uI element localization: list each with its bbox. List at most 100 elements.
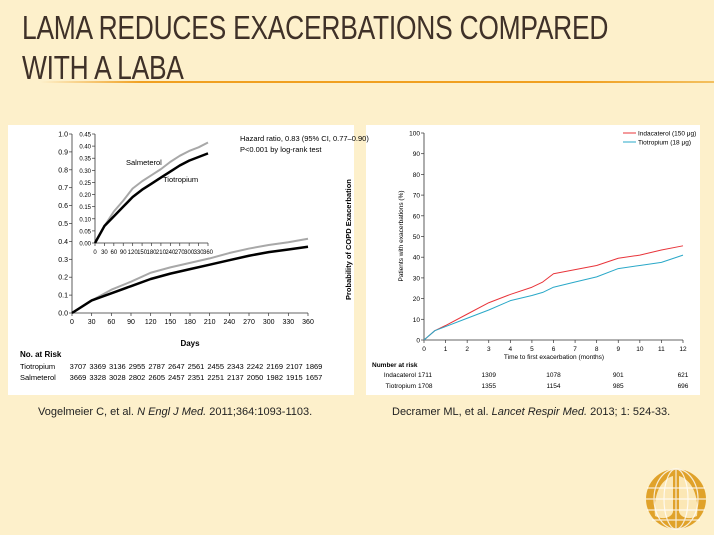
legend-label: Indacaterol (150 μg)	[638, 131, 696, 138]
left-y-tick-label: 0.2	[58, 275, 68, 282]
right-y-tick-label: 20	[413, 296, 421, 303]
citation-right: Decramer ML, et al. Lancet Respir Med. 2…	[392, 406, 671, 418]
line-indacaterol	[423, 245, 684, 341]
left-y-tick-label: 0.5	[58, 221, 68, 228]
left-x-tick-label: 0	[70, 319, 74, 326]
right-x-tick-label: 6	[552, 346, 556, 353]
right-risk-value: 696	[678, 383, 689, 390]
right-x-tick-label: 2	[465, 346, 469, 353]
left-risk-value: 3328	[89, 373, 106, 382]
globe-lungs-logo-icon	[646, 468, 706, 530]
right-x-tick-label: 11	[658, 346, 665, 353]
left-risk-value: 3028	[109, 373, 126, 382]
right-risk-value: 985	[613, 383, 624, 390]
right-y-tick-label: 80	[413, 172, 421, 179]
inset-label-tiotropium: Tiotropium	[163, 175, 198, 184]
inset-x-tick-label: 360	[203, 250, 214, 256]
left-y-tick-label: 1.0	[58, 132, 68, 139]
left-x-tick-label: 120	[145, 319, 157, 326]
left-risk-value: 1869	[306, 362, 323, 371]
line-tiotropium	[423, 254, 684, 341]
right-x-tick-label: 4	[509, 346, 513, 353]
left-risk-value: 2351	[188, 373, 205, 382]
right-y-tick-label: 60	[413, 213, 421, 220]
right-risk-value: 1078	[546, 372, 561, 379]
right-y-tick-label: 90	[413, 151, 421, 158]
left-y-tick-label: 0.9	[58, 149, 68, 156]
left-x-tick-label: 60	[107, 319, 115, 326]
legend-label: Tiotropium (18 μg)	[638, 140, 691, 147]
inset-y-tick-label: 0.10	[79, 217, 91, 223]
left-risk-value: 3669	[70, 373, 87, 382]
inset-line-salmeterol	[94, 141, 209, 244]
right-risk-label: Tiotropium	[386, 383, 416, 390]
inset-y-tick-label: 0.30	[79, 169, 91, 175]
title-underline	[40, 81, 714, 83]
right-y-axis-label: Patients with exacerbations (%)	[398, 190, 405, 281]
left-risk-value: 2242	[247, 362, 264, 371]
right-risk-label: Indacaterol	[384, 372, 417, 379]
left-y-tick-label: 0.6	[58, 203, 68, 210]
left-x-tick-label: 210	[204, 319, 216, 326]
left-y-tick-label: 0.1	[58, 293, 68, 300]
left-risk-label: Salmeterol	[20, 373, 56, 382]
left-risk-value: 2647	[168, 362, 185, 371]
right-y-tick-label: 100	[409, 131, 420, 138]
left-risk-value: 3136	[109, 362, 126, 371]
left-x-tick-label: 270	[243, 319, 255, 326]
left-risk-value: 1657	[306, 373, 323, 382]
inset-x-tick-label: 330	[194, 250, 205, 256]
left-y-tick-label: 0.4	[58, 239, 68, 246]
right-y-tick-label: 30	[413, 275, 421, 282]
inset-x-tick-label: 210	[156, 250, 167, 256]
inset-x-tick-label: 150	[137, 250, 148, 256]
right-risk-value: 621	[678, 372, 689, 379]
left-y-tick-label: 0.7	[58, 185, 68, 192]
left-risk-value: 3707	[70, 362, 87, 371]
right-x-tick-label: 3	[487, 346, 491, 353]
right-risk-title: Number at risk	[372, 362, 418, 369]
right-x-tick-label: 9	[616, 346, 620, 353]
left-risk-value: 2137	[227, 373, 244, 382]
right-x-tick-label: 1	[444, 346, 448, 353]
right-risk-value: 1309	[482, 372, 497, 379]
right-risk-value: 1711	[418, 372, 432, 379]
left-risk-value: 2787	[148, 362, 165, 371]
right-risk-value: 901	[613, 372, 624, 379]
right-y-tick-label: 10	[413, 317, 421, 324]
right-x-tick-label: 10	[636, 346, 644, 353]
left-risk-label: Tiotropium	[20, 362, 55, 371]
left-risk-value: 2343	[227, 362, 244, 371]
inset-x-tick-label: 240	[165, 250, 176, 256]
left-x-tick-label: 90	[127, 319, 135, 326]
left-y-axis-label: Probability of COPD Exacerbation	[344, 179, 353, 300]
inset-label-salmeterol: Salmeterol	[126, 158, 162, 167]
inset-x-tick-label: 120	[128, 250, 139, 256]
inset-y-tick-label: 0.05	[79, 229, 91, 235]
inset-x-tick-label: 270	[175, 250, 186, 256]
inset-x-tick-label: 300	[184, 250, 195, 256]
right-x-tick-label: 5	[530, 346, 534, 353]
right-y-tick-label: 40	[413, 255, 421, 262]
left-risk-value: 3369	[89, 362, 106, 371]
left-x-tick-label: 180	[184, 319, 196, 326]
inset-y-tick-label: 0.00	[79, 242, 91, 248]
left-x-tick-label: 300	[263, 319, 275, 326]
line-salmeterol	[71, 237, 309, 314]
left-x-tick-label: 330	[282, 319, 294, 326]
left-risk-value: 2802	[129, 373, 146, 382]
inset-y-tick-label: 0.45	[79, 133, 91, 139]
right-risk-value: 1708	[418, 383, 433, 390]
right-x-tick-label: 0	[422, 346, 426, 353]
inset-y-tick-label: 0.20	[79, 193, 91, 199]
left-x-tick-label: 360	[302, 319, 314, 326]
hazard-annotation: P<0.001 by log-rank test	[240, 145, 322, 154]
left-risk-value: 2955	[129, 362, 146, 371]
left-risk-value: 2457	[168, 373, 185, 382]
left-risk-value: 2050	[247, 373, 264, 382]
inset-y-tick-label: 0.40	[79, 145, 91, 151]
left-risk-value: 2561	[188, 362, 205, 371]
left-risk-value: 2251	[207, 373, 224, 382]
right-chart-panel	[366, 125, 700, 395]
